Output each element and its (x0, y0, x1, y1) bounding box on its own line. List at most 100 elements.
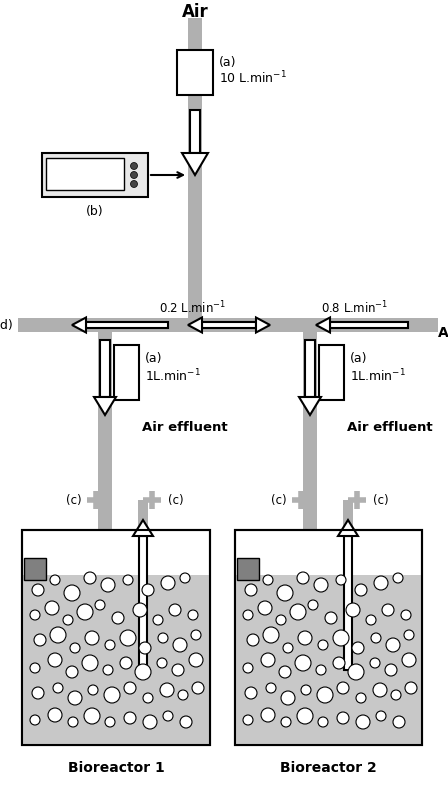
Circle shape (63, 615, 73, 625)
Bar (22, 530, 210, 745)
Text: 10 L.min$^{-1}$: 10 L.min$^{-1}$ (219, 69, 287, 86)
Circle shape (405, 682, 417, 694)
Circle shape (366, 615, 376, 625)
Circle shape (281, 717, 291, 727)
Bar (343, 500, 353, 680)
Circle shape (336, 575, 346, 585)
Circle shape (173, 638, 187, 652)
Circle shape (53, 683, 63, 693)
Circle shape (133, 603, 147, 617)
Polygon shape (94, 397, 116, 415)
Bar (344, 536, 352, 670)
Circle shape (356, 715, 370, 729)
Circle shape (402, 653, 416, 667)
Text: Air: Air (181, 3, 208, 21)
Circle shape (314, 578, 328, 592)
Circle shape (281, 691, 295, 705)
Circle shape (103, 665, 113, 675)
Polygon shape (182, 153, 208, 175)
Polygon shape (256, 317, 270, 332)
Bar (306, 340, 314, 397)
Circle shape (178, 690, 188, 700)
Circle shape (45, 601, 59, 615)
Circle shape (245, 687, 257, 699)
Bar (177, 50, 213, 95)
Circle shape (298, 631, 312, 645)
Text: 0.8 L.min$^{-1}$: 0.8 L.min$^{-1}$ (321, 300, 388, 316)
Circle shape (318, 640, 328, 650)
Circle shape (317, 687, 333, 703)
Circle shape (308, 600, 318, 610)
Circle shape (66, 666, 78, 678)
Circle shape (301, 685, 311, 695)
Circle shape (297, 572, 309, 584)
Bar (235, 530, 422, 745)
Circle shape (130, 181, 138, 188)
Circle shape (130, 171, 138, 178)
Circle shape (135, 664, 151, 680)
Text: (c): (c) (168, 493, 184, 507)
Circle shape (401, 610, 411, 620)
Circle shape (382, 604, 394, 616)
Circle shape (105, 717, 115, 727)
Circle shape (325, 612, 337, 624)
Circle shape (247, 634, 259, 646)
Circle shape (158, 633, 168, 643)
Text: 1L.min$^{-1}$: 1L.min$^{-1}$ (145, 368, 201, 384)
Circle shape (356, 693, 366, 703)
Circle shape (157, 658, 167, 668)
Circle shape (263, 627, 279, 643)
Bar (46, 158, 124, 190)
Circle shape (243, 715, 253, 725)
Circle shape (404, 630, 414, 640)
Bar (138, 500, 148, 680)
Bar (139, 536, 147, 670)
Circle shape (316, 665, 326, 675)
Circle shape (30, 715, 40, 725)
Circle shape (153, 615, 163, 625)
Circle shape (263, 575, 273, 585)
Circle shape (243, 663, 253, 673)
Circle shape (180, 573, 190, 583)
Text: Air effluent: Air effluent (347, 421, 433, 433)
Polygon shape (188, 317, 202, 332)
Text: (c): (c) (66, 493, 82, 507)
Bar (22, 575, 210, 745)
Circle shape (85, 631, 99, 645)
Bar (235, 575, 422, 745)
Circle shape (163, 711, 173, 721)
Circle shape (68, 717, 78, 727)
Text: (b): (b) (86, 204, 104, 218)
Circle shape (333, 630, 349, 646)
Circle shape (105, 640, 115, 650)
Circle shape (386, 638, 400, 652)
Circle shape (373, 683, 387, 697)
Circle shape (120, 630, 136, 646)
Circle shape (48, 708, 62, 722)
Circle shape (290, 604, 306, 620)
Bar (22, 530, 210, 745)
Circle shape (261, 708, 275, 722)
Circle shape (112, 612, 124, 624)
Circle shape (258, 601, 272, 615)
Polygon shape (133, 520, 153, 536)
Circle shape (88, 685, 98, 695)
Circle shape (376, 711, 386, 721)
Circle shape (297, 708, 313, 724)
Bar (98, 332, 112, 720)
Circle shape (180, 716, 192, 728)
Circle shape (245, 584, 257, 596)
Circle shape (139, 642, 151, 654)
Circle shape (348, 664, 364, 680)
Text: Bioreactor 2: Bioreactor 2 (280, 761, 377, 775)
Circle shape (279, 666, 291, 678)
Circle shape (391, 690, 401, 700)
Circle shape (143, 715, 157, 729)
Bar (100, 340, 110, 397)
Text: Air: Air (438, 326, 448, 340)
Bar (235, 530, 422, 745)
Text: Air effluent: Air effluent (142, 421, 228, 433)
Polygon shape (338, 520, 358, 536)
Bar (188, 18, 202, 318)
Circle shape (77, 604, 93, 620)
